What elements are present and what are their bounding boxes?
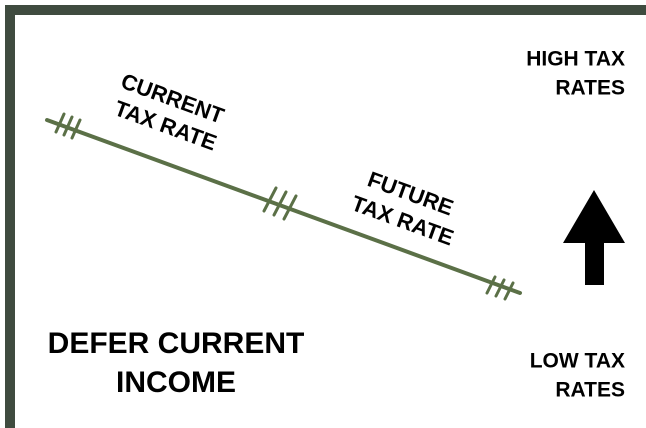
defer-label: INCOME	[116, 366, 236, 399]
up-arrow	[563, 190, 625, 285]
low-label: LOW TAX	[530, 350, 625, 373]
high-label: HIGH TAX	[526, 48, 625, 71]
hash	[494, 278, 506, 298]
low-label: RATES	[555, 379, 625, 402]
high-label: RATES	[555, 77, 625, 100]
defer-label: DEFER CURRENT	[48, 327, 305, 360]
tax-rate-line	[45, 112, 522, 301]
hash	[70, 118, 82, 140]
hash	[485, 275, 497, 295]
left-border	[5, 5, 15, 428]
hash	[503, 281, 515, 301]
hash	[62, 115, 74, 137]
trend-line	[45, 118, 522, 295]
hash	[262, 186, 278, 213]
hash-marks	[54, 112, 515, 301]
hash	[282, 194, 298, 221]
top-border	[5, 5, 646, 15]
hash	[54, 112, 66, 134]
hash	[272, 190, 288, 217]
